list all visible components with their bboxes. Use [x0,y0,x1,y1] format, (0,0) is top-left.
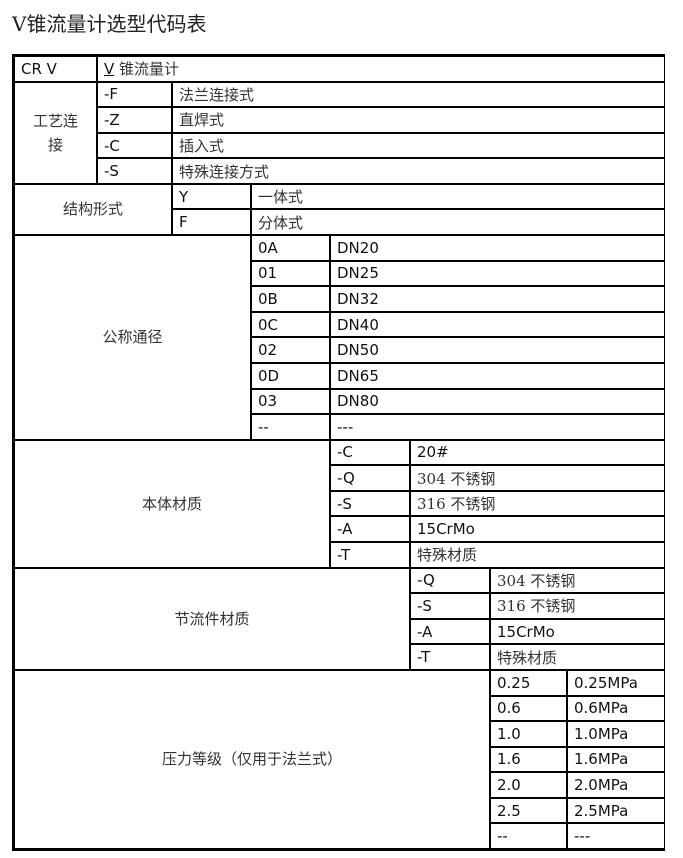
body-material-description: 特殊材质 [411,543,664,567]
process-connection-description: 法兰连接式 [173,82,664,107]
nominal-diameter-description: --- [331,415,664,439]
throttle-material-label: 节流件材质 [15,568,409,669]
nominal-diameter-code: 0B [252,287,329,311]
pressure-rating-code: 0.6 [491,696,566,721]
process-connection-code: -Z [98,108,171,132]
throttle-material-description: 特殊材质 [491,645,664,669]
nominal-diameter-description: DN25 [331,261,664,286]
body-material-description: 316 不锈钢 [411,491,664,516]
page-title: V锥流量计选型代码表 [12,12,207,36]
nominal-diameter-description: DN50 [331,338,664,362]
pressure-rating-description: 2.0MPa [568,773,664,797]
pressure-rating-code: -- [491,824,566,848]
throttle-material-code: -T [411,645,489,669]
process-connection-code: -C [98,133,171,158]
structure-type-code: F [173,210,250,235]
nominal-diameter-description: DN65 [331,363,664,388]
pressure-rating-description: 1.0MPa [568,722,664,746]
pressure-rating-code: 1.0 [491,722,566,746]
pressure-rating-description: --- [568,824,664,848]
process-connection-description: 直焊式 [173,108,664,132]
process-connection-description: 插入式 [173,133,664,158]
header-desc-cell: V 锥流量计 [98,57,664,81]
nominal-diameter-description: DN40 [331,312,664,337]
nominal-diameter-description: DN20 [331,236,664,260]
throttle-material-description: 316 不锈钢 [491,594,664,618]
pressure-rating-description: 0.6MPa [568,696,664,721]
throttle-material-description: 15CrMo [491,619,664,644]
nominal-diameter-code: 0A [252,236,329,260]
nominal-diameter-code: 02 [252,338,329,362]
throttle-material-code: -S [411,594,489,618]
pressure-rating-description: 2.5MPa [568,798,664,823]
nominal-diameter-description: DN80 [331,389,664,414]
nominal-diameter-description: DN32 [331,287,664,311]
process-connection-label: 工艺连接 [15,82,96,183]
pressure-rating-code: 2.5 [491,798,566,823]
nominal-diameter-code: 0D [252,363,329,388]
body-material-code: -S [331,491,409,516]
structure-type-description: 分体式 [252,210,664,235]
pressure-rating-code: 2.0 [491,773,566,797]
body-material-code: -C [331,440,409,465]
nominal-diameter-code: 03 [252,389,329,414]
structure-type-label: 结构形式 [15,184,171,235]
nominal-diameter-code: -- [252,415,329,439]
pressure-rating-label: 压力等级（仅用于法兰式） [15,670,489,848]
nominal-diameter-label: 公称通径 [15,236,250,439]
nominal-diameter-code: 0C [252,312,329,337]
pressure-rating-description: 0.25MPa [568,670,664,695]
body-material-description: 15CrMo [411,517,664,542]
body-material-code: -Q [331,466,409,490]
body-material-description: 20# [411,440,664,465]
throttle-material-code: -Q [411,568,489,593]
structure-type-description: 一体式 [252,184,664,209]
selection-code-table: CR V V 锥流量计 工艺连接 -F 法兰连接式 -Z 直焊式 -C 插入式 -S 特殊连接方… [12,54,665,851]
pressure-rating-code: 1.6 [491,747,566,772]
body-material-label: 本体材质 [15,440,329,567]
header-code: CR V [21,59,57,78]
pressure-rating-description: 1.6MPa [568,747,664,772]
header-desc-prefix: V [104,59,115,78]
pressure-rating-code: 0.25 [491,670,566,695]
process-connection-description: 特殊连接方式 [173,159,664,183]
process-connection-code: -S [98,159,171,183]
throttle-material-description: 304 不锈钢 [491,568,664,593]
throttle-material-code: -A [411,619,489,644]
header-desc: 锥流量计 [119,60,180,79]
header-code-cell: CR V [15,57,96,81]
body-material-code: -T [331,543,409,567]
process-connection-code: -F [98,82,171,107]
body-material-description: 304 不锈钢 [411,466,664,490]
body-material-code: -A [331,517,409,542]
structure-type-code: Y [173,184,250,209]
nominal-diameter-code: 01 [252,261,329,286]
